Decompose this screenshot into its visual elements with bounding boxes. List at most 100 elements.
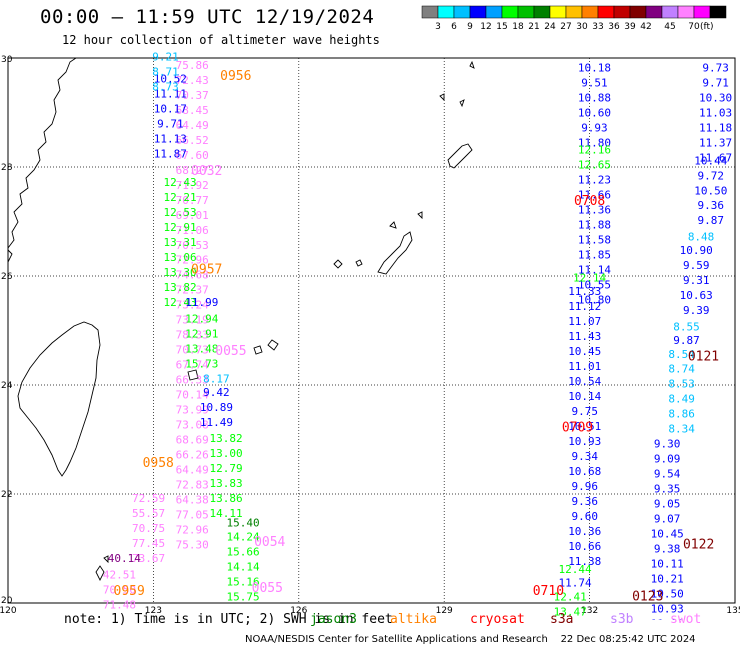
- footer-note: note: 1) Time is in UTC; 2) SWH is in fe…: [64, 612, 393, 627]
- wave-height-label: 72.37: [176, 284, 209, 297]
- lon-tick-label: 126: [290, 606, 307, 616]
- wave-height-label: 11.36: [578, 203, 611, 216]
- wave-height-label: 64.49: [176, 119, 209, 132]
- color-scale-label: 70: [688, 22, 700, 32]
- wave-height-label: 72.59: [132, 492, 165, 505]
- wave-height-label: 12.91: [163, 221, 196, 234]
- wave-height-label: 11.01: [568, 360, 601, 373]
- pass-id-label: 0054: [254, 535, 285, 550]
- color-scale-label: 45: [664, 22, 675, 32]
- lat-tick-label: 20: [1, 596, 13, 606]
- wave-height-label: 71.92: [176, 179, 209, 192]
- wave-height-label: 11.99: [185, 296, 218, 309]
- wave-height-label: 9.38: [654, 543, 681, 556]
- wave-height-label: 70.77: [176, 194, 209, 207]
- wave-height-label: 15.16: [227, 575, 260, 588]
- wave-height-label: 14.24: [227, 530, 260, 543]
- wave-height-label: 11.13: [154, 132, 187, 145]
- wave-height-label: 11.74: [558, 577, 591, 590]
- china-coastline: [7, 57, 77, 249]
- wave-height-label: 74.68: [176, 269, 209, 282]
- wave-height-label: 11.85: [578, 248, 611, 261]
- color-scale-label: 21: [528, 22, 539, 32]
- pass-id-label: 0957: [191, 262, 222, 277]
- wave-height-label: 9.31: [683, 274, 710, 287]
- wave-height-label: 10.45: [568, 345, 601, 358]
- wave-height-label: 68.27: [176, 164, 209, 177]
- wave-height-label: 9.30: [654, 438, 681, 451]
- wave-height-label: 9.71: [157, 117, 184, 130]
- wave-height-label: 70.37: [176, 89, 209, 102]
- pass-id-label: 0708: [574, 194, 605, 209]
- wave-height-label: 73.99: [176, 404, 209, 417]
- wave-height-label: 11.18: [699, 122, 732, 135]
- wave-height-label: 42.51: [103, 568, 136, 581]
- wave-height-label: 15.73: [185, 357, 218, 370]
- wave-height-label: 10.90: [680, 244, 713, 257]
- wave-height-label: 12.41: [554, 590, 587, 603]
- pass-id-label: 0055: [215, 344, 246, 359]
- wave-height-label: 9.93: [581, 122, 608, 135]
- wave-height-label: 12.44: [558, 563, 591, 576]
- island-coastline: [439, 93, 445, 102]
- wave-height-label: 10.51: [568, 420, 601, 433]
- wave-height-label: 73.08: [176, 419, 209, 432]
- wave-height-label: 71.48: [103, 598, 136, 611]
- wave-height-label: 12.79: [210, 462, 243, 475]
- wave-height-label: 10.30: [699, 92, 732, 105]
- wave-height-label: 14.11: [210, 507, 243, 520]
- island-coastline: [267, 339, 279, 351]
- legend-swot: swot: [670, 612, 702, 627]
- wave-height-label: 12.21: [163, 191, 196, 204]
- color-scale-label: 9: [467, 22, 473, 32]
- pass-id-label: 0055: [252, 581, 283, 596]
- lon-tick-label: 132: [581, 606, 598, 616]
- wave-height-label: 71.06: [176, 224, 209, 237]
- wave-height-label: 40.14: [108, 552, 141, 565]
- wave-height-label: 13.86: [210, 492, 243, 505]
- wave-height-label: 11.43: [568, 330, 601, 343]
- wave-height-label: 8.74: [668, 363, 695, 376]
- pass-id-label: 0956: [220, 69, 251, 84]
- wave-height-label: 13.82: [163, 281, 196, 294]
- pass-id-label: 0121: [688, 349, 719, 364]
- wave-height-label: 70.53: [176, 239, 209, 252]
- map-title: 00:00 — 11:59 UTC 12/19/2024: [40, 6, 375, 28]
- pass-id-label: 0958: [143, 456, 174, 471]
- map-subtitle: 12 hour collection of altimeter wave hei…: [62, 33, 380, 47]
- pass-id-label: 0123: [632, 589, 663, 604]
- wave-height-label: 77.45: [132, 537, 165, 550]
- wave-height-label: 9.59: [683, 259, 710, 272]
- wave-height-label: 55.57: [132, 507, 165, 520]
- wave-height-label: 12.14: [573, 271, 606, 284]
- lat-tick-label: 30: [1, 55, 13, 65]
- color-scale-label: 6: [451, 22, 457, 32]
- island-coastline: [447, 143, 473, 169]
- color-scale-swatch: [709, 5, 727, 19]
- wave-height-label: 9.21: [152, 51, 179, 64]
- wave-height-label: 9.42: [203, 386, 230, 399]
- wave-height-label: 10.36: [568, 525, 601, 538]
- wave-height-label: 8.55: [673, 321, 700, 334]
- wave-height-label: 67.60: [176, 149, 209, 162]
- wave-height-label: 11.66: [578, 188, 611, 201]
- lat-tick-label: 22: [1, 490, 12, 500]
- pass-id-label: 0032: [191, 164, 222, 179]
- wave-height-label: 66.26: [176, 449, 209, 462]
- island-coastline: [417, 211, 423, 220]
- wave-height-label: 8.86: [668, 408, 695, 421]
- lat-tick-label: 26: [1, 272, 13, 282]
- lon-tick-label: 129: [436, 606, 453, 616]
- legend-jason3: jason3: [310, 612, 357, 627]
- lat-tick-label: 28: [1, 163, 13, 173]
- lat-tick-label: 24: [1, 381, 13, 391]
- color-scale-label: 24: [544, 22, 556, 32]
- wave-height-label: 9.34: [572, 450, 599, 463]
- wave-height-label: 64.38: [176, 494, 209, 507]
- wave-height-label: 8.49: [668, 393, 695, 406]
- wave-height-label: 13.06: [163, 251, 196, 264]
- wave-height-label: 8.34: [668, 423, 695, 436]
- color-scale-label: 36: [608, 22, 620, 32]
- wave-height-label: 11.11: [154, 88, 187, 101]
- wave-height-label: 13.47: [554, 605, 587, 618]
